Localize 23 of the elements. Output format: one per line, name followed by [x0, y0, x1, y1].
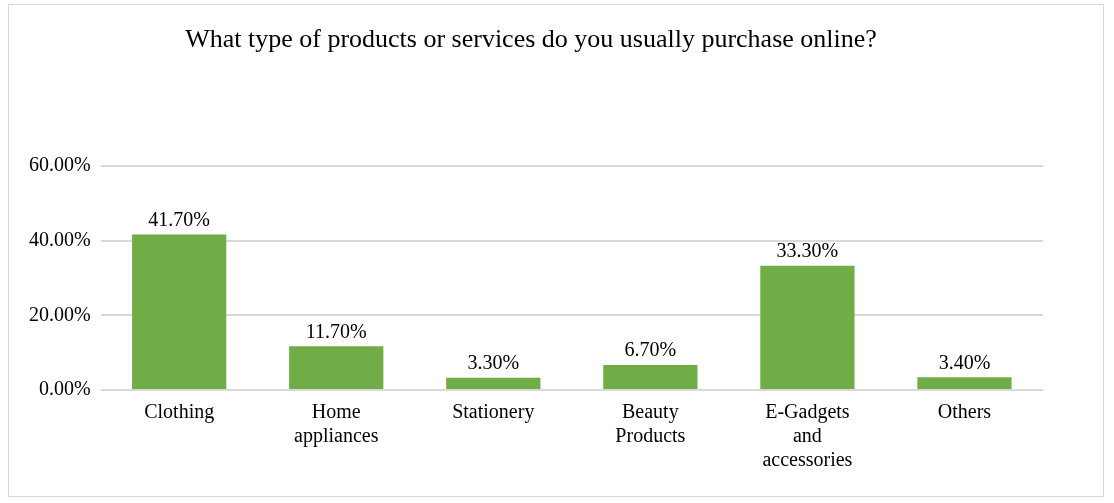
data-label: 6.70%: [624, 338, 677, 361]
x-tick-label: E-Gadgets and accessories: [762, 400, 853, 471]
x-tick-label: Beauty Products: [615, 400, 686, 447]
bar: [289, 346, 384, 389]
data-label: 11.70%: [305, 319, 367, 342]
y-tick-label: 40.00%: [28, 228, 91, 251]
bar: [917, 377, 1012, 389]
bar: [132, 234, 227, 389]
x-tick-label: Others: [937, 400, 992, 423]
data-label: 41.70%: [148, 207, 211, 230]
data-label: 3.30%: [467, 350, 520, 373]
x-tick-label: Stationery: [452, 400, 535, 424]
data-label: 33.30%: [776, 239, 839, 262]
bar: [603, 365, 698, 389]
bar: [446, 377, 541, 389]
bar: [760, 265, 855, 389]
x-tick-label: Home appliances: [294, 400, 379, 448]
y-tick-label: 60.00%: [28, 153, 91, 176]
y-tick-label: 0.00%: [38, 377, 91, 400]
x-tick-label: Clothing: [144, 400, 215, 424]
chart-title: What type of products or services do you usually purchase online?: [185, 24, 877, 54]
y-tick-label: 20.00%: [28, 302, 91, 325]
data-label: 3.40%: [938, 350, 991, 373]
